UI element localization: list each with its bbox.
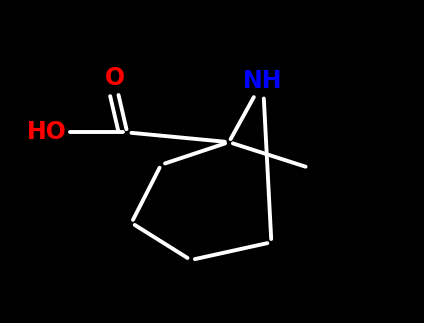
Text: NH: NH bbox=[243, 69, 283, 93]
Text: HO: HO bbox=[27, 120, 67, 144]
Text: O: O bbox=[104, 66, 125, 89]
